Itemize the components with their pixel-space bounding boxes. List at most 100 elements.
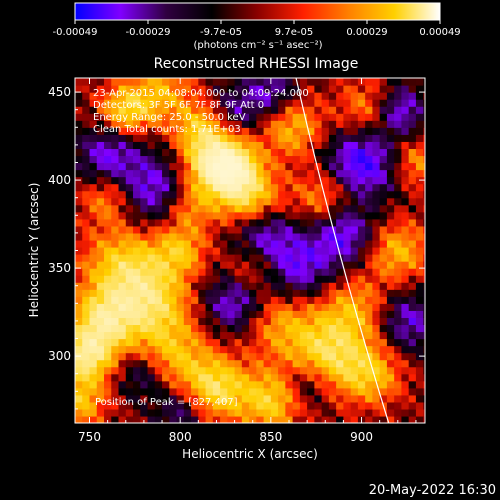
heatmap-cell (314, 134, 323, 142)
heatmap-cell (379, 338, 388, 347)
heatmap-cell (423, 113, 425, 121)
heatmap-cell (299, 408, 308, 417)
heatmap-cell (379, 183, 388, 192)
heatmap-cell (328, 317, 337, 326)
heatmap-cell (234, 148, 243, 157)
heatmap-cell (125, 92, 134, 100)
heatmap-cell (285, 85, 294, 93)
heatmap-cell (372, 296, 381, 304)
heatmap-cell (111, 162, 120, 171)
heatmap-cell (343, 162, 352, 171)
heatmap-cell (205, 120, 214, 128)
heatmap-cell (162, 324, 170, 333)
heatmap-cell (176, 331, 185, 340)
heatmap-cell (372, 387, 381, 396)
heatmap-cell (183, 211, 192, 220)
heatmap-cell (220, 169, 228, 178)
heatmap-cell (256, 134, 265, 142)
heatmap-cell (357, 113, 366, 121)
heatmap-cell (372, 324, 381, 333)
heatmap-cell (270, 162, 279, 171)
heatmap-cell (75, 359, 83, 368)
heatmap-cell (205, 190, 214, 199)
heatmap-cell (328, 261, 337, 269)
heatmap-cell (154, 106, 163, 114)
heatmap-cell (372, 92, 381, 100)
heatmap-cell (256, 352, 265, 361)
heatmap-cell (256, 401, 265, 410)
heatmap-cell (104, 387, 112, 396)
heatmap-cell (278, 289, 286, 297)
heatmap-cell (198, 197, 207, 206)
heatmap-cell (307, 225, 315, 234)
heatmap-cell (89, 324, 98, 333)
heatmap-cell (278, 261, 286, 269)
heatmap-cell (227, 268, 236, 276)
heatmap-cell (270, 310, 279, 318)
heatmap-cell (365, 127, 374, 135)
heatmap-cell (125, 211, 134, 220)
heatmap-cell (89, 303, 98, 311)
heatmap-cell (241, 254, 250, 262)
heatmap-cell (162, 113, 170, 121)
heatmap-cell (372, 373, 381, 382)
heatmap-cell (365, 106, 374, 114)
heatmap-cell (212, 78, 221, 86)
heatmap-cell (401, 92, 410, 100)
heatmap-cell (205, 331, 214, 340)
heatmap-cell (270, 394, 279, 403)
heatmap-cell (350, 296, 359, 304)
heatmap-cell (415, 92, 424, 100)
heatmap-cell (299, 225, 308, 234)
heatmap-cell (343, 141, 352, 150)
heatmap-cell (256, 162, 265, 171)
heatmap-cell (96, 211, 105, 220)
heatmap-cell (372, 317, 381, 326)
heatmap-cell (249, 155, 257, 164)
heatmap-cell (133, 127, 141, 135)
heatmap-cell (343, 408, 352, 417)
heatmap-cell (270, 296, 279, 304)
heatmap-cell (234, 141, 243, 150)
heatmap-cell (111, 134, 120, 142)
heatmap-cell (227, 183, 236, 192)
heatmap-cell (292, 134, 301, 142)
heatmap-cell (205, 155, 214, 164)
heatmap-cell (278, 190, 286, 199)
heatmap-cell (401, 254, 410, 262)
heatmap-cell (386, 225, 395, 234)
heatmap-cell (307, 296, 315, 304)
heatmap-cell (343, 366, 352, 375)
heatmap-cell (198, 176, 207, 185)
heatmap-cell (227, 148, 236, 157)
heatmap-cell (154, 204, 163, 213)
heatmap-cell (183, 113, 192, 121)
heatmap-cell (82, 239, 91, 248)
heatmap-cell (205, 352, 214, 361)
heatmap-cell (263, 169, 272, 178)
heatmap-cell (147, 415, 156, 423)
heatmap-cell (104, 352, 112, 361)
heatmap-cell (408, 225, 417, 234)
heatmap-cell (256, 183, 265, 192)
heatmap-cell (118, 359, 127, 368)
heatmap-cell (220, 113, 228, 121)
heatmap-cell (227, 120, 236, 128)
heatmap-cell (104, 197, 112, 206)
heatmap-cell (234, 127, 243, 135)
heatmap-cell (147, 394, 156, 403)
heatmap-cell (415, 373, 424, 382)
heatmap-cell (408, 134, 417, 142)
heatmap-cell (205, 183, 214, 192)
heatmap-cell (423, 78, 425, 86)
heatmap-cell (278, 310, 286, 318)
heatmap-cell (176, 155, 185, 164)
heatmap-cell (249, 78, 257, 86)
heatmap-cell (285, 352, 294, 361)
heatmap-cells (75, 78, 425, 423)
heatmap-cell (183, 190, 192, 199)
heatmap-cell (169, 275, 178, 283)
heatmap-cell (423, 225, 425, 234)
heatmap-cell (162, 120, 170, 128)
heatmap-cell (401, 127, 410, 135)
